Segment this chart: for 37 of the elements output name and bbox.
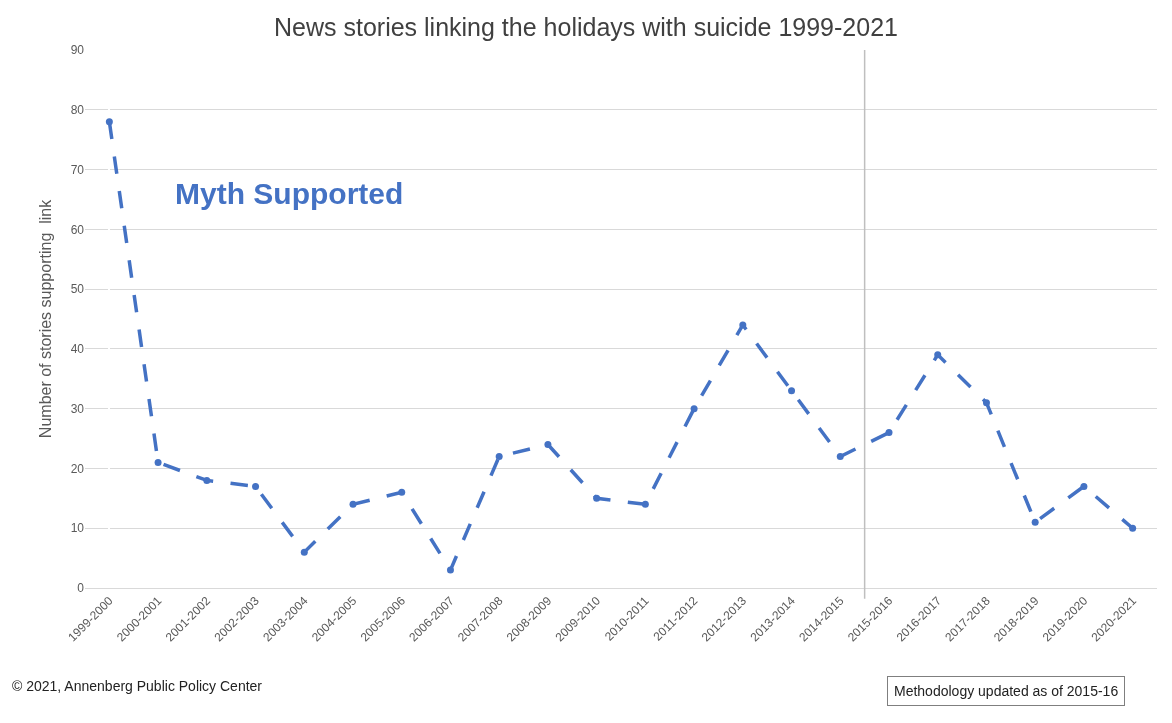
y-axis-title: Number of stories supporting link — [36, 198, 54, 439]
point — [885, 429, 893, 437]
y-tick-label: 90 — [70, 43, 85, 58]
point — [593, 494, 601, 502]
point — [398, 488, 406, 496]
text: © 2021, Annenberg Public Policy Center — [12, 678, 263, 694]
point — [1031, 518, 1039, 526]
annotation: Myth Supported — [175, 177, 404, 210]
point — [154, 458, 162, 466]
y-tick-label: 60 — [70, 222, 85, 237]
point — [641, 500, 649, 508]
point — [690, 405, 698, 413]
point — [836, 452, 844, 460]
y-tick-label: 50 — [70, 282, 85, 297]
point — [1129, 524, 1137, 532]
point — [446, 566, 454, 574]
y-tick-label: 0 — [77, 581, 85, 596]
y-tick-label: 10 — [70, 521, 85, 536]
y-tick-label: 30 — [70, 401, 85, 416]
point — [495, 452, 503, 460]
point — [203, 476, 211, 484]
point — [739, 321, 747, 329]
y-tick-label: 80 — [70, 102, 85, 117]
text: Methodology updated as of 2015-16 — [894, 683, 1119, 699]
point — [300, 548, 308, 556]
point — [349, 500, 357, 508]
point — [252, 482, 260, 490]
point — [788, 387, 796, 395]
point — [934, 351, 942, 359]
point — [544, 441, 552, 449]
y-tick-label: 40 — [70, 342, 85, 357]
y-tick-label: 70 — [70, 162, 85, 177]
point — [105, 118, 113, 126]
y-tick-label: 20 — [70, 461, 85, 476]
chart-title: News stories linking the holidays with suicide 1999-2021 — [274, 12, 898, 41]
point — [982, 399, 990, 407]
point — [1080, 482, 1088, 490]
